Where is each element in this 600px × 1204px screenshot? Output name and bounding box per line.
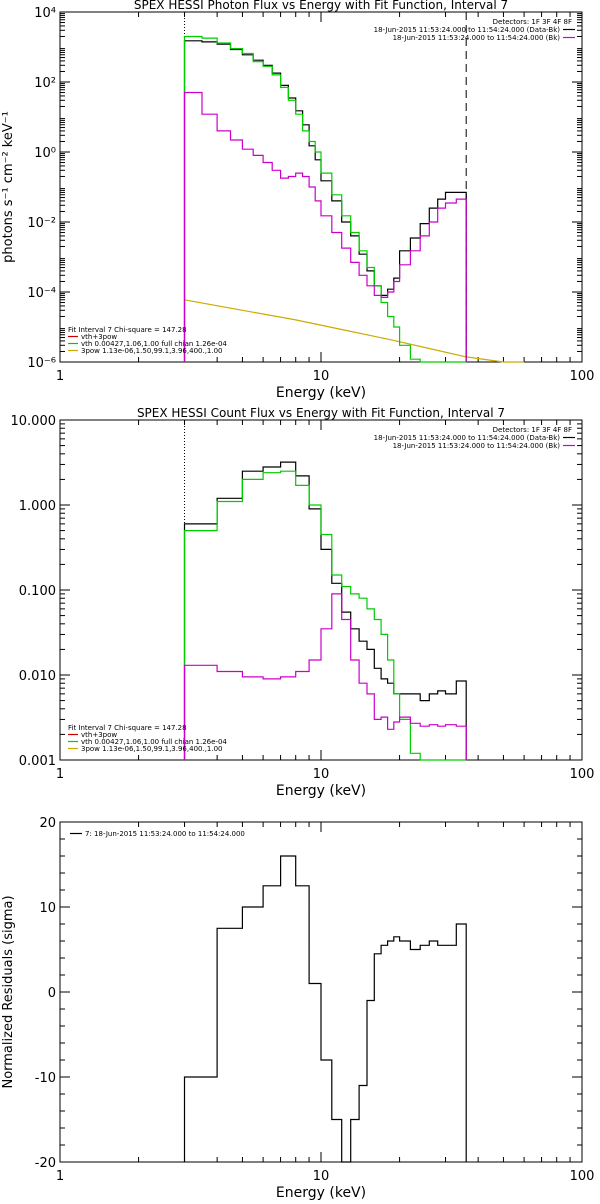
y-tick-label: 10.000	[11, 414, 57, 429]
y-axis-label: photons s⁻¹ cm⁻² keV⁻¹	[1, 111, 16, 263]
y-tick-label: 0	[48, 986, 56, 1001]
legend-left-entry: vth 0.00427,1.06,1.00 full chian 1.26e-0…	[81, 340, 227, 348]
series-step-2-0	[183, 855, 467, 1163]
series-step-1-1	[183, 470, 467, 761]
x-tick-label: 100	[570, 1169, 595, 1184]
y-tick-label: 10⁰	[34, 146, 56, 161]
y-tick-label: 10²	[34, 76, 56, 91]
legend-right-entry: 18-Jun-2015 11:53:24.000 to 11:54:24.000…	[374, 434, 561, 442]
legend-right-entry: 18-Jun-2015 11:53:24.000 to 11:54:24.000…	[374, 26, 561, 34]
x-tick-label: 1	[56, 1169, 64, 1184]
x-tick-label: 1	[56, 767, 64, 782]
x-axis-label: Energy (keV)	[276, 385, 366, 401]
legend-right-header: Detectors: 1F 3F 4F 8F	[493, 18, 572, 26]
legend-left-entry: 7: 18-Jun-2015 11:53:24.000 to 11:54:24.…	[85, 830, 245, 838]
legend-left-entry: 3pow 1.13e-06,1.50,99.1,3.96,400.,1.00	[81, 745, 223, 753]
chart-title-0: SPEX HESSI Photon Flux vs Energy with Fi…	[134, 0, 508, 12]
y-axis-label: Normalized Residuals (sigma)	[1, 895, 16, 1088]
x-tick-label: 100	[570, 767, 595, 782]
y-tick-label: 10⁻⁴	[27, 286, 56, 301]
x-axis-label: Energy (keV)	[276, 783, 366, 799]
x-tick-label: 100	[570, 369, 595, 384]
legend-left-entry: vth+3pow	[81, 333, 117, 341]
legend-right-entry: 18-Jun-2015 11:53:24.000 to 11:54:24.000…	[393, 34, 561, 42]
legend-left-entry: 3pow 1.13e-06,1.50,99.1,3.96,400.,1.00	[81, 347, 223, 355]
legend-left-header: Fit Interval 7 Chi-square = 147.28	[68, 326, 187, 334]
legend-left-entry: vth+3pow	[81, 731, 117, 739]
y-tick-label: 10⁻²	[27, 216, 56, 231]
background-power-law-curve	[184, 299, 525, 363]
legend-left-header: Fit Interval 7 Chi-square = 147.28	[68, 724, 187, 732]
series-step-0-2	[183, 91, 467, 362]
y-tick-label: -10	[35, 1071, 56, 1086]
y-tick-label: 0.100	[19, 584, 56, 599]
series-step-0-1	[183, 35, 467, 363]
y-tick-label: 10	[39, 901, 56, 916]
x-axis-label: Energy (keV)	[276, 1185, 366, 1200]
y-tick-label: 10⁻⁶	[27, 356, 56, 371]
legend-left-entry: vth 0.00427,1.06,1.00 full chian 1.26e-0…	[81, 738, 227, 746]
legend-right-header: Detectors: 1F 3F 4F 8F	[493, 426, 572, 434]
y-tick-label: 20	[39, 816, 56, 831]
x-tick-label: 10	[313, 767, 330, 782]
x-tick-label: 10	[313, 1169, 330, 1184]
y-tick-label: -20	[35, 1156, 56, 1171]
plot-frame-0	[59, 11, 583, 363]
series-step-1-2	[183, 593, 467, 760]
series-step-1-0	[183, 461, 467, 760]
y-tick-label: 10⁴	[34, 6, 56, 21]
legend-right-entry: 18-Jun-2015 11:53:24.000 to 11:54:24.000…	[393, 442, 561, 450]
y-tick-label: 0.010	[19, 669, 56, 684]
x-tick-label: 10	[313, 369, 330, 384]
series-step-0-0	[183, 40, 467, 362]
y-tick-label: 1.000	[19, 499, 56, 514]
plot-frame-1	[59, 419, 583, 761]
chart-title-1: SPEX HESSI Count Flux vs Energy with Fit…	[137, 406, 505, 420]
y-tick-label: 0.001	[19, 754, 56, 769]
x-tick-label: 1	[56, 369, 64, 384]
